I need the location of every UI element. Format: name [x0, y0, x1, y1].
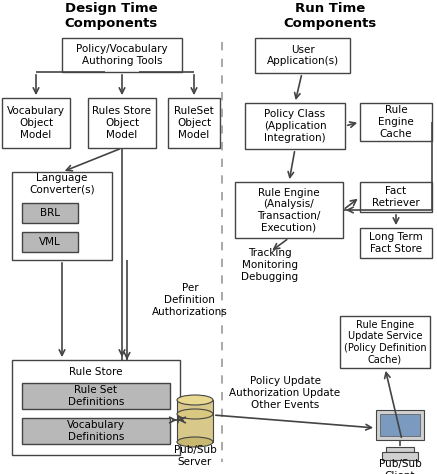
Text: Tracking
Monitoring
Debugging: Tracking Monitoring Debugging: [241, 248, 298, 282]
Text: RuleSet
Object
Model: RuleSet Object Model: [174, 106, 214, 140]
Text: Run Time
Components: Run Time Components: [283, 2, 377, 30]
Text: Long Term
Fact Store: Long Term Fact Store: [369, 232, 423, 254]
Text: Pub/Sub
Client: Pub/Sub Client: [378, 459, 421, 474]
Text: Design Time
Components: Design Time Components: [64, 2, 158, 30]
Text: Rule
Engine
Cache: Rule Engine Cache: [378, 105, 414, 138]
FancyBboxPatch shape: [22, 203, 78, 223]
FancyBboxPatch shape: [2, 98, 70, 148]
Ellipse shape: [177, 395, 213, 405]
FancyBboxPatch shape: [177, 400, 213, 442]
Text: User
Application(s): User Application(s): [267, 45, 339, 66]
FancyBboxPatch shape: [245, 103, 345, 149]
FancyBboxPatch shape: [235, 182, 343, 238]
Text: Policy Class
(Application
Integration): Policy Class (Application Integration): [264, 109, 326, 143]
FancyBboxPatch shape: [386, 447, 414, 452]
Ellipse shape: [177, 437, 213, 447]
FancyBboxPatch shape: [340, 316, 430, 368]
FancyBboxPatch shape: [382, 452, 418, 460]
FancyBboxPatch shape: [376, 410, 424, 440]
FancyBboxPatch shape: [12, 172, 112, 260]
FancyBboxPatch shape: [360, 182, 432, 212]
FancyBboxPatch shape: [22, 232, 78, 252]
FancyBboxPatch shape: [62, 38, 182, 72]
Text: Fact
Retriever: Fact Retriever: [372, 186, 420, 208]
FancyBboxPatch shape: [88, 98, 156, 148]
Text: Vocabulary
Definitions: Vocabulary Definitions: [67, 420, 125, 442]
Text: Pub/Sub
Server: Pub/Sub Server: [173, 445, 216, 467]
Text: Rules Store
Object
Model: Rules Store Object Model: [93, 106, 152, 140]
Text: Policy/Vocabulary
Authoring Tools: Policy/Vocabulary Authoring Tools: [76, 44, 168, 66]
Text: Rule Store: Rule Store: [69, 367, 123, 377]
Text: Vocabulary
Object
Model: Vocabulary Object Model: [7, 106, 65, 140]
Text: BRL: BRL: [40, 208, 60, 218]
Text: Language
Converter(s): Language Converter(s): [29, 173, 95, 195]
Text: Policy Update
Authorization Update
Other Events: Policy Update Authorization Update Other…: [229, 376, 340, 410]
Text: Rule Engine
(Analysis/
Transaction/
Execution): Rule Engine (Analysis/ Transaction/ Exec…: [257, 188, 321, 232]
FancyBboxPatch shape: [360, 228, 432, 258]
Text: Rule Engine
Update Service
(Policy Definition
Cache): Rule Engine Update Service (Policy Defin…: [343, 319, 427, 365]
FancyBboxPatch shape: [22, 383, 170, 409]
FancyBboxPatch shape: [168, 98, 220, 148]
FancyBboxPatch shape: [255, 38, 350, 73]
FancyBboxPatch shape: [22, 418, 170, 444]
Ellipse shape: [177, 409, 213, 419]
FancyBboxPatch shape: [360, 103, 432, 141]
Text: Per
Definition
Authorizations: Per Definition Authorizations: [152, 283, 228, 317]
Text: VML: VML: [39, 237, 61, 247]
FancyBboxPatch shape: [380, 414, 420, 436]
FancyBboxPatch shape: [12, 360, 180, 455]
Text: Rule Set
Definitions: Rule Set Definitions: [68, 385, 124, 407]
